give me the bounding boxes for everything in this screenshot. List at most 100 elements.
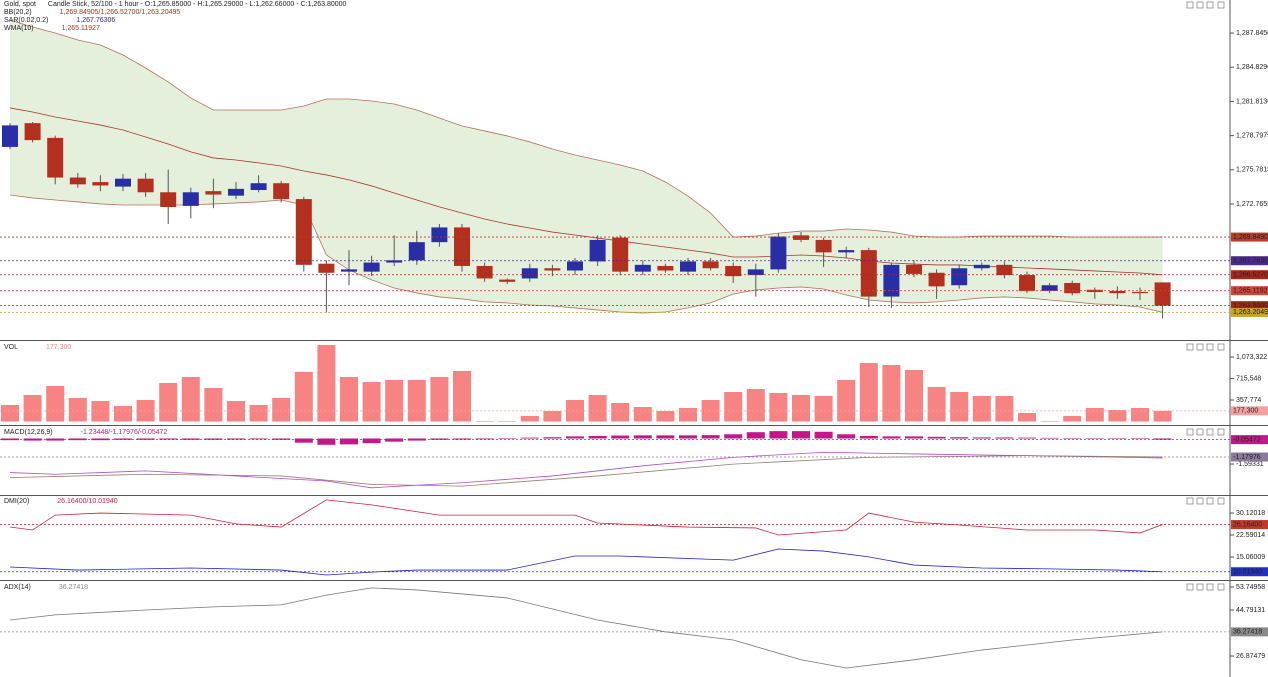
- volume-bar: [566, 400, 584, 422]
- candle-body: [250, 183, 267, 191]
- panel-legend: DMI(20) 26.16400/10.01940: [4, 498, 118, 505]
- candle-body: [318, 263, 335, 273]
- candle-body: [747, 269, 764, 276]
- histogram-bar: [430, 438, 449, 440]
- marker-label: 1,263.80000: [1233, 302, 1268, 309]
- volume-bar: [498, 421, 517, 422]
- panel-button[interactable]: [1217, 583, 1225, 591]
- indicator-legend: SAR(0.02,0.2) 1,267.76306: [4, 17, 115, 24]
- volume-bar: [46, 385, 65, 422]
- indicator-line: [9, 451, 1163, 489]
- volume-bar: [340, 376, 358, 422]
- histogram-bar: [362, 438, 381, 444]
- histogram-bar: [1153, 438, 1172, 440]
- volume-bar: [543, 411, 562, 422]
- histogram-bar: [1063, 438, 1082, 439]
- histogram-bar: [136, 438, 155, 440]
- volume-bar: [905, 369, 923, 422]
- panel-button[interactable]: [1217, 497, 1225, 505]
- volume-bar: [1153, 410, 1172, 422]
- panel-button[interactable]: [1196, 1, 1204, 9]
- panel: 30.12018 22.59014 15.06009 DMI(20) 26.16400/…: [0, 497, 1268, 577]
- y-tick-label: 44.79131: [1236, 607, 1265, 614]
- panel-button[interactable]: [1186, 343, 1194, 351]
- candle-body: [544, 268, 561, 271]
- marker-tag: [1231, 520, 1268, 530]
- candle-body: [69, 177, 86, 185]
- volume-bar: [724, 392, 743, 422]
- candle-body: [92, 182, 109, 186]
- panel-button[interactable]: [1206, 1, 1214, 9]
- histogram-bar: [724, 434, 743, 439]
- volume-bar: [882, 364, 901, 422]
- volume-bar: [1131, 408, 1149, 422]
- volume-bar: [91, 401, 110, 422]
- panel-button[interactable]: [1186, 497, 1194, 505]
- indicator-value: 1,265.11927: [62, 25, 101, 32]
- volume-bar: [181, 376, 200, 422]
- candle-body: [634, 264, 651, 272]
- panel-legend: ADX(14) 36.27418: [4, 584, 88, 591]
- y-tick-label: 30.12018: [1236, 510, 1265, 517]
- panel: 1,287.84566 1,284.82963 1,281.81360 1,278.7…: [0, 1, 1268, 319]
- candle-body: [1041, 285, 1058, 291]
- panel: -1.59331 MACD(12,26,9) -1.23448/-1.17976/-…: [0, 428, 1268, 489]
- panel-button[interactable]: [1217, 428, 1225, 436]
- chart-subtitle: Candle Stick, 52/100 - 1 hour - O:1,265.…: [48, 1, 347, 8]
- candle-body: [657, 265, 674, 271]
- indicator-line: [9, 499, 1163, 536]
- volume-bar: [68, 398, 87, 422]
- panel-button[interactable]: [1206, 583, 1214, 591]
- candle-body: [838, 250, 855, 253]
- candle-body: [499, 279, 516, 282]
- panel-value: 36.27418: [59, 584, 88, 591]
- y-tick-label: 357,774: [1236, 397, 1261, 404]
- marker-label: 10.01940: [1233, 569, 1262, 576]
- volume-bar: [475, 421, 494, 422]
- volume-bar: [611, 403, 630, 422]
- panel-button[interactable]: [1196, 428, 1204, 436]
- histogram-bar: [837, 434, 856, 439]
- volume-bar: [1085, 408, 1104, 422]
- histogram-bar: [859, 435, 878, 439]
- y-tick-label: 53.74958: [1236, 584, 1265, 591]
- panel-button[interactable]: [1206, 497, 1214, 505]
- volume-bar: [1063, 416, 1082, 422]
- volume-bar: [114, 406, 132, 422]
- histogram-bar: [611, 435, 630, 439]
- candle-body: [137, 178, 154, 193]
- volume-bar: [453, 370, 471, 422]
- panel-button[interactable]: [1206, 428, 1214, 436]
- histogram-bar: [566, 436, 584, 439]
- panel-button[interactable]: [1196, 583, 1204, 591]
- y-tick-label: 15.06009: [1236, 554, 1265, 561]
- panel-button[interactable]: [1196, 497, 1204, 505]
- candle-body: [1154, 282, 1171, 306]
- panel-button[interactable]: [1206, 343, 1214, 351]
- candle-body: [951, 268, 968, 286]
- marker-label: 36.27418: [1233, 629, 1262, 636]
- candle-body: [521, 268, 538, 279]
- panel-button[interactable]: [1186, 428, 1194, 436]
- volume-bar: [204, 387, 223, 422]
- panel: 357,774 715,548 1,073,322 VOL 177,300 177,300: [0, 343, 1268, 422]
- histogram-bar: [294, 438, 313, 443]
- candle-body: [341, 269, 357, 272]
- volume-bar: [23, 395, 42, 422]
- indicator-line: [9, 548, 1163, 576]
- histogram-bar: [882, 436, 901, 439]
- histogram-bar: [995, 437, 1014, 439]
- marker-tag: [1231, 286, 1268, 296]
- panel-button[interactable]: [1196, 343, 1204, 351]
- panel-button[interactable]: [1217, 343, 1225, 351]
- y-tick-label: 1,278.79757: [1236, 132, 1268, 139]
- indicator-line: [9, 455, 1163, 487]
- marker-tag: [1231, 307, 1268, 317]
- panel-button[interactable]: [1217, 1, 1225, 9]
- panel-button[interactable]: [1186, 583, 1194, 591]
- panel-button[interactable]: [1186, 1, 1194, 9]
- volume-bar: [972, 396, 991, 422]
- indicator-name: BB(20,2): [4, 9, 32, 16]
- band-line: [9, 107, 1163, 276]
